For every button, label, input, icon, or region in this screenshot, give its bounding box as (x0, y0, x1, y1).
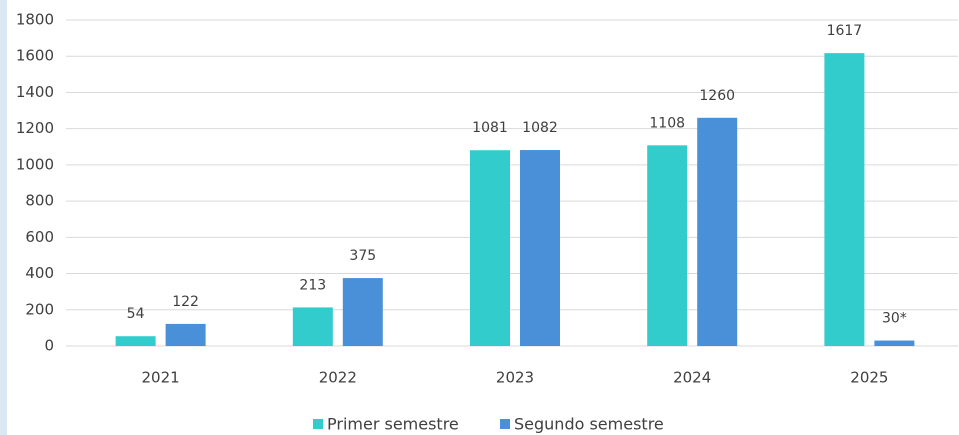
bar (874, 340, 915, 346)
y-tick-label: 800 (25, 192, 54, 210)
data-label: 1260 (699, 88, 735, 104)
data-label: 375 (349, 248, 376, 264)
data-label: 213 (299, 277, 326, 293)
bar (697, 117, 738, 346)
y-tick-label: 1800 (16, 11, 54, 29)
bar (520, 150, 560, 346)
y-tick-label: 600 (25, 228, 54, 246)
x-tick-label: 2022 (319, 369, 357, 387)
data-label: 1617 (827, 23, 863, 39)
data-label: 30* (882, 311, 907, 327)
y-tick-label: 200 (25, 300, 54, 318)
x-tick-label: 2021 (142, 369, 180, 387)
bar (824, 53, 865, 346)
data-label: 54 (127, 306, 145, 322)
legend-label: Segundo semestre (514, 415, 664, 434)
legend-swatch (500, 419, 510, 429)
bar (292, 307, 333, 346)
y-tick-label: 1000 (16, 155, 54, 173)
edge-strip (0, 0, 7, 435)
bar (342, 278, 383, 346)
y-tick-label: 1400 (16, 83, 54, 101)
y-tick-label: 400 (25, 264, 54, 282)
legend-label: Primer semestre (327, 415, 459, 434)
x-tick-label: 2024 (673, 369, 711, 387)
y-tick-label: 1200 (16, 119, 54, 137)
bar (647, 145, 688, 346)
bar (165, 323, 206, 346)
y-tick-label: 0 (44, 337, 54, 355)
bar (470, 150, 510, 346)
data-label: 1081 (472, 120, 508, 136)
data-label: 1108 (649, 115, 685, 131)
bar (115, 336, 156, 346)
y-tick-label: 1600 (16, 47, 54, 65)
x-tick-label: 2025 (850, 369, 888, 387)
data-label: 1082 (522, 120, 558, 136)
x-tick-label: 2023 (496, 369, 534, 387)
legend-swatch (313, 419, 323, 429)
data-label: 122 (172, 294, 199, 310)
